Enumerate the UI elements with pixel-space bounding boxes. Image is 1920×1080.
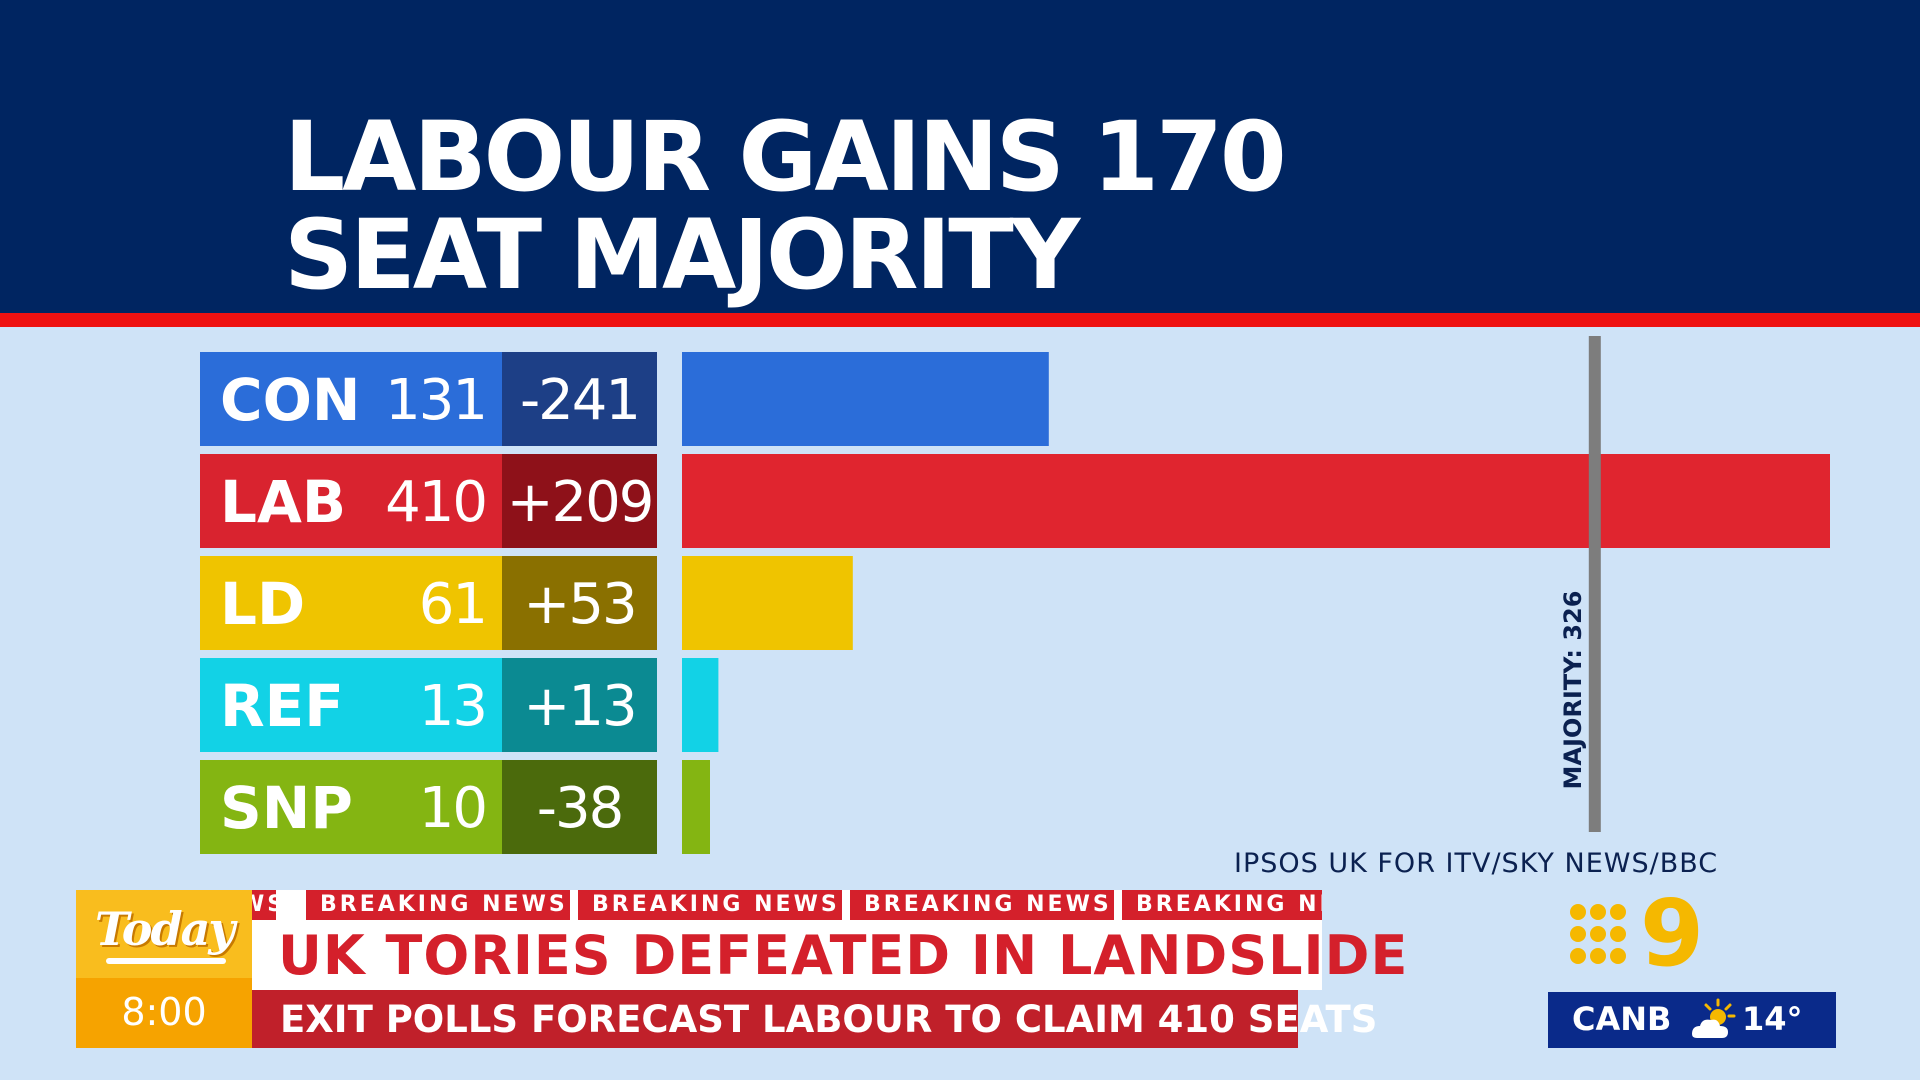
logo-dot xyxy=(1570,948,1586,964)
seat-bar-ref xyxy=(682,658,719,752)
today-logo-swoosh xyxy=(106,958,226,964)
logo-dot xyxy=(1590,948,1606,964)
party-label-cell-ref xyxy=(200,658,502,752)
breaking-news-item: BREAKING NE xyxy=(1122,890,1322,920)
seat-bar-ld xyxy=(682,556,853,650)
logo-dot xyxy=(1590,926,1606,942)
breaking-news-strip: WS BREAKING NEWS BREAKING NEWS BREAKING … xyxy=(252,890,1322,920)
headline: LABOUR GAINS 170 SEAT MAJORITY xyxy=(284,101,1287,311)
party-change-ld: +53 xyxy=(523,572,635,637)
party-change-con: -241 xyxy=(520,368,639,433)
breaking-news-item: BREAKING NEWS xyxy=(578,890,842,920)
headline-line-2: SEAT MAJORITY xyxy=(284,199,1080,311)
majority-label: MAJORITY: 326 xyxy=(1559,591,1587,790)
ticker-headline: UK TORIES DEFEATED IN LANDSLIDE xyxy=(278,924,1409,987)
seat-bar-con xyxy=(682,352,1049,446)
logo-dot xyxy=(1570,904,1586,920)
breaking-news-item: WS xyxy=(252,890,276,920)
weather-temp: 14° xyxy=(1742,1000,1803,1038)
header-stripe xyxy=(0,313,1920,327)
party-seats-con: 131 xyxy=(385,368,486,433)
party-seats-ref: 13 xyxy=(419,674,486,739)
weather-widget: CANB 14° xyxy=(1548,992,1836,1048)
subheadline-strip: EXIT POLLS FORECAST LABOUR TO CLAIM 410 … xyxy=(252,990,1377,1048)
chart-source: IPSOS UK FOR ITV/SKY NEWS/BBC xyxy=(1234,848,1719,879)
breaking-news-item: BREAKING NEWS xyxy=(850,890,1114,920)
party-change-cell-ref xyxy=(502,658,657,752)
party-change-snp: -38 xyxy=(537,776,622,841)
logo-dot xyxy=(1610,948,1626,964)
logo-dot xyxy=(1610,926,1626,942)
seat-bar-snp xyxy=(682,760,710,854)
party-change-ref: +13 xyxy=(523,674,635,739)
headline-line-1: LABOUR GAINS 170 xyxy=(284,101,1287,213)
party-label-cell-ld xyxy=(200,556,502,650)
ticker-subheadline: EXIT POLLS FORECAST LABOUR TO CLAIM 410 … xyxy=(280,998,1378,1041)
party-seats-snp: 10 xyxy=(419,776,486,841)
seat-bar-lab xyxy=(682,454,1830,548)
party-change-cell-lab xyxy=(502,454,657,548)
majority-line xyxy=(1588,336,1601,832)
party-label-cell-lab xyxy=(200,454,502,548)
party-change-lab: +209 xyxy=(507,470,653,535)
channel-digit: 9 xyxy=(1640,880,1705,987)
party-name-lab: LAB xyxy=(220,468,346,536)
headline-strip: UK TORIES DEFEATED IN LANDSLIDE xyxy=(252,920,1407,990)
party-seats-ld: 61 xyxy=(419,572,486,637)
today-show-logo: Today 8:00 xyxy=(76,890,252,1048)
party-change-cell-con xyxy=(502,352,657,446)
partly-cloudy-icon xyxy=(1692,998,1736,1038)
logo-dot xyxy=(1610,904,1626,920)
party-change-cell-ld xyxy=(502,556,657,650)
today-logo-text: Today xyxy=(94,902,235,956)
weather-city: CANB xyxy=(1572,1000,1672,1038)
seat-bar-chart: CON 131 -241 LAB 410 +209 LD 61 +53 REF 13 +13 SNP 10… xyxy=(200,336,1830,854)
party-name-snp: SNP xyxy=(220,774,353,842)
party-name-ref: REF xyxy=(220,672,344,740)
channel-nine-logo: 9 xyxy=(1568,884,1718,984)
logo-dot xyxy=(1590,904,1606,920)
party-change-cell-snp xyxy=(502,760,657,854)
party-label-cell-snp xyxy=(200,760,502,854)
breaking-news-item: BREAKING NEWS xyxy=(306,890,570,920)
header-banner xyxy=(0,0,1920,313)
party-seats-lab: 410 xyxy=(385,470,486,535)
party-name-ld: LD xyxy=(220,570,305,638)
party-name-con: CON xyxy=(220,366,360,434)
show-time: 8:00 xyxy=(121,990,207,1034)
party-label-cell-con xyxy=(200,352,502,446)
logo-dot xyxy=(1570,926,1586,942)
